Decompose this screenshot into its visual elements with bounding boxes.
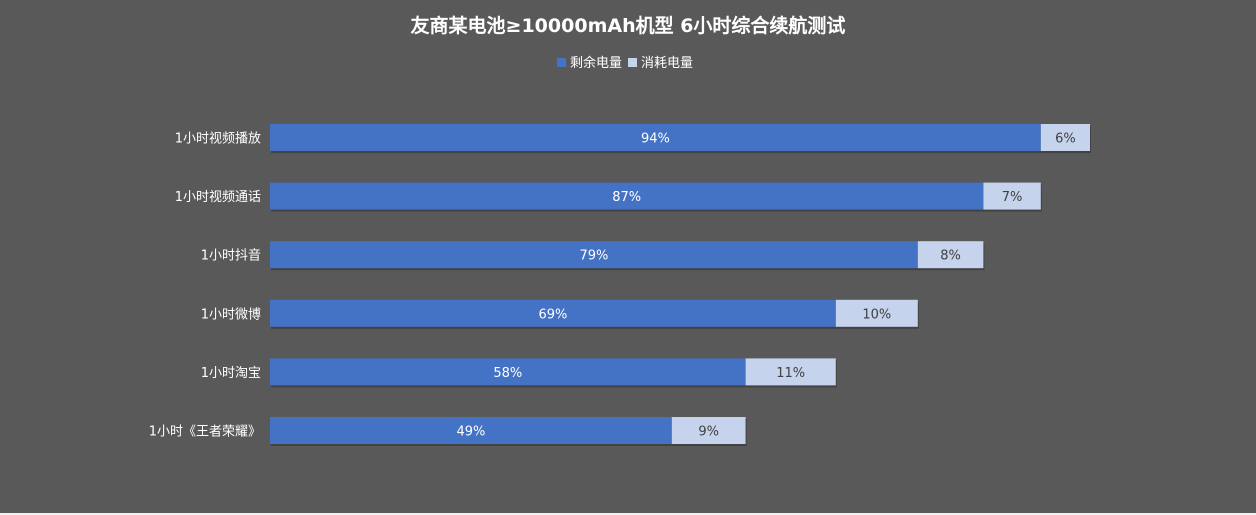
legend-swatch-1 <box>557 58 566 67</box>
bar-consumed <box>835 299 918 327</box>
category-label: 1小时淘宝 <box>201 366 261 381</box>
data-label-remaining: 69% <box>538 307 567 322</box>
legend: 剩余电量 消耗电量 <box>557 55 693 71</box>
data-label-remaining: 58% <box>493 366 522 381</box>
data-label-consumed: 10% <box>862 307 891 322</box>
bar-remaining <box>270 124 1041 151</box>
data-label-consumed: 11% <box>776 366 805 381</box>
bar-consumed <box>983 182 1041 210</box>
bar-remaining <box>270 241 918 269</box>
bar-remaining <box>270 417 672 444</box>
data-label-consumed: 7% <box>1002 190 1023 205</box>
data-label-consumed: 9% <box>698 425 719 440</box>
bar-remaining <box>270 182 984 210</box>
data-label-remaining: 79% <box>579 249 608 264</box>
data-label-remaining: 94% <box>641 132 670 147</box>
category-label: 1小时抖音 <box>201 248 261 264</box>
bar-consumed <box>671 417 746 444</box>
category-label: 1小时微博 <box>201 307 261 322</box>
category-label: 1小时《王者荣耀》 <box>149 425 261 440</box>
legend-swatch-2 <box>628 58 637 67</box>
bar-consumed <box>917 241 984 269</box>
data-label-remaining: 87% <box>612 190 641 205</box>
data-label-remaining: 49% <box>456 425 485 440</box>
plot-area: 1小时视频播放 94% 6% 1小时视频通话 87% 7% 1小时抖音 79% 8% 1小时微博 6… <box>149 124 1091 446</box>
bottom-border <box>0 513 1256 515</box>
category-label: 1小时视频播放 <box>175 132 261 147</box>
data-label-consumed: 6% <box>1055 132 1076 147</box>
bar-consumed <box>745 358 836 386</box>
bar-consumed <box>1040 124 1090 151</box>
legend-label-2: 消耗电量 <box>641 56 693 71</box>
category-label: 1小时视频通话 <box>175 190 261 205</box>
bar-remaining <box>270 358 746 386</box>
chart-title: 友商某电池≥10000mAh机型 6小时综合续航测试 <box>411 14 846 37</box>
data-label-consumed: 8% <box>940 249 961 264</box>
legend-label-1: 剩余电量 <box>570 55 622 71</box>
bar-remaining <box>270 299 836 327</box>
